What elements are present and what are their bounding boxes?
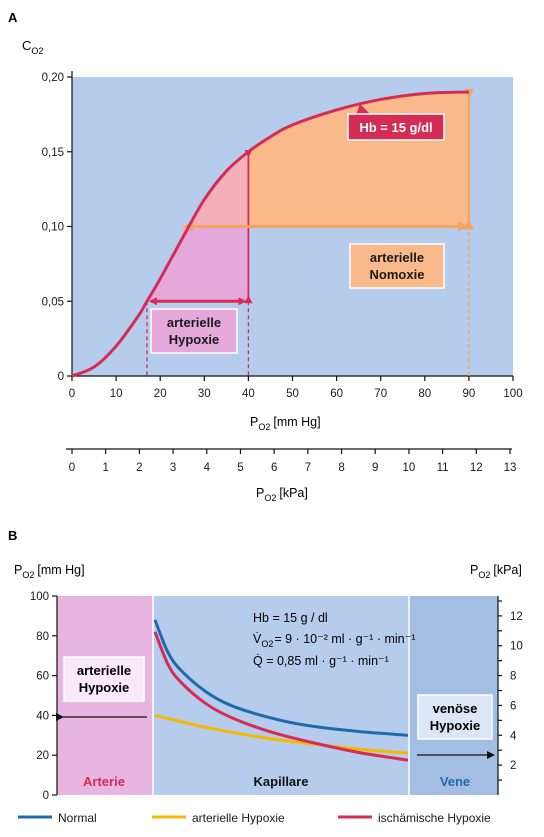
hb-label-pointer — [356, 104, 371, 115]
hypoxia-label: arterielle Hypoxie — [150, 308, 238, 354]
panel-b-right-tick-label: 2 — [510, 760, 516, 772]
kpa-axis: 0 1 2 3 4 5 6 7 8 9 10 11 12 13 — [66, 448, 517, 474]
panel-b-left-tick-label: 80 — [36, 631, 49, 643]
panel-a-y-tick-label: 0,20 — [42, 72, 64, 84]
panel-b-ylabel-right: PO2 [kPa] — [470, 563, 522, 580]
panel-b-left-tick-label: 40 — [36, 710, 49, 722]
kpa-axis-tick-label: 5 — [237, 462, 243, 474]
venous-hypoxia-line2: Hypoxie — [430, 718, 481, 733]
panel-b-right-tick-label: 4 — [510, 730, 517, 742]
panel-a-x-tick-label: 10 — [110, 388, 123, 400]
panel-b-right-tick-label: 6 — [510, 700, 516, 712]
panel-a-x-tick-label: 60 — [330, 388, 343, 400]
kpa-axis-tick-label: 8 — [338, 462, 344, 474]
panel-a-axes: 0 0,05 0,10 0,15 0,20 0 10 20 30 40 50 60 70 80 90 100 — [42, 71, 523, 400]
panel-b-label: B — [8, 528, 17, 543]
legend-label: arterielle Hypoxie — [192, 811, 285, 825]
series-line-1 — [153, 619, 409, 737]
legend-label: ischämische Hypoxie — [378, 811, 491, 825]
arterial-hypoxia-box-bg — [63, 656, 145, 702]
panel-a-x-tick-label: 20 — [154, 388, 167, 400]
panel-b-left-tick-label: 60 — [36, 671, 49, 683]
kpa-axis-tick-label: 1 — [102, 462, 108, 474]
venous-hypoxia-box: venöse Hypoxie — [417, 694, 495, 759]
panel-b-ylabel-left: PO2 [mm Hg] — [14, 563, 85, 580]
panel-b-legend: Normal arterielle Hypoxie ischämische Hypo… — [18, 811, 491, 825]
panel-b-curves — [153, 619, 409, 762]
oxygen-binding-curve — [71, 90, 469, 378]
kpa-axis-tick-label: 7 — [305, 462, 311, 474]
series-line-3 — [153, 631, 409, 762]
region-kapillare — [153, 596, 409, 795]
panel-b-left-tick-label: 100 — [30, 591, 49, 603]
nomoxia-label: arterielle Nomoxie — [349, 243, 445, 289]
venous-hypoxia-box-bg — [417, 694, 493, 740]
nomoxia-label-line2: Nomoxie — [370, 267, 425, 282]
region-label-vene: Vene — [440, 774, 470, 789]
panel-a-y-tick-label: 0,05 — [42, 296, 64, 308]
panel-a-annotations — [146, 88, 474, 376]
region-label-arterie: Arterie — [83, 774, 125, 789]
panel-a-x-tick-label: 80 — [418, 388, 431, 400]
formula-vo2: V̇O2= 9 · 10⁻² ml · g⁻¹ · min⁻¹ — [253, 632, 415, 649]
hb-label: Hb = 15 g/dl — [347, 104, 445, 141]
panel-a-x-tick-label: 90 — [463, 388, 476, 400]
panel-a-y-tick-label: 0,10 — [42, 222, 64, 234]
panel-b: B PO2 [mm Hg] PO2 [kPa] 0 20 40 60 80 100 2 4 6 8 10… — [8, 528, 523, 825]
arterial-hypoxia-box: arterielle Hypoxie — [56, 656, 147, 721]
kpa-axis-tick-label: 12 — [470, 462, 483, 474]
nomoxia-label-box — [349, 243, 445, 289]
legend-label: Normal — [58, 811, 97, 825]
arterial-hypoxia-line1: arterielle — [77, 663, 131, 678]
panel-a-ylabel: CO2 — [22, 38, 43, 56]
panel-b-right-tick-label: 10 — [510, 641, 523, 653]
panel-a-y-tick-label: 0 — [58, 371, 64, 383]
mixed-fill-area — [182, 151, 249, 239]
kpa-axis-tick-label: 3 — [170, 462, 176, 474]
panel-b-right-tick-label: 12 — [510, 611, 523, 623]
hb-label-box — [347, 113, 445, 141]
region-label-kapillare: Kapillare — [254, 774, 309, 789]
panel-a-x-tick-label: 30 — [198, 388, 211, 400]
formula-block: Hb = 15 g / dl V̇O2= 9 · 10⁻² ml · g⁻¹ ·… — [253, 611, 415, 668]
panel-a-x-tick-label: 50 — [286, 388, 299, 400]
hypoxia-label-box — [150, 308, 238, 354]
kpa-axis-tick-label: 2 — [136, 462, 142, 474]
hypoxia-label-line1: arterielle — [167, 315, 221, 330]
panel-a-x-tick-label: 40 — [242, 388, 255, 400]
kpa-axis-tick-label: 9 — [372, 462, 378, 474]
panel-a: A CO2 00,050,100,150,200 10 20 30 40 50 60 70 80… — [8, 10, 523, 503]
panel-b-left-tick-label: 20 — [36, 750, 49, 762]
hypoxia-label-line2: Hypoxie — [169, 332, 220, 347]
panel-a-x-tick-label: 0 — [69, 388, 75, 400]
nomoxia-label-line1: arterielle — [370, 250, 424, 265]
panel-a-label: A — [8, 10, 18, 25]
kpa-axis-tick-label: 6 — [271, 462, 277, 474]
panel-a-x-tick-label: 100 — [503, 388, 522, 400]
panel-a-xlabel-kpa: PO2 [kPa] — [256, 486, 308, 503]
kpa-axis-tick-label: 10 — [403, 462, 416, 474]
kpa-axis-tick-label: 11 — [437, 462, 449, 474]
hb-label-text: Hb = 15 g/dl — [359, 120, 432, 135]
formula-q: Q̇ = 0,85 ml · g⁻¹ · min⁻¹ — [253, 654, 389, 668]
arterial-hypoxia-line2: Hypoxie — [79, 680, 130, 695]
formula-hb: Hb = 15 g / dl — [253, 611, 328, 625]
panel-b-left-tick-label: 0 — [43, 790, 49, 802]
kpa-axis-tick-label: 13 — [504, 462, 517, 474]
series-line-2 — [154, 713, 409, 755]
panel-a-xlabel-mmhg: PO2 [mm Hg] — [250, 415, 321, 432]
kpa-axis-tick-label: 4 — [204, 462, 211, 474]
panel-b-right-tick-label: 8 — [510, 671, 516, 683]
panel-a-y-tick-label: 0,15 — [42, 147, 64, 159]
venous-hypoxia-line1: venöse — [433, 701, 478, 716]
panel-b-axes: 0 20 40 60 80 100 2 4 6 8 10 12 — [30, 591, 523, 802]
panel-a-x-tick-label: 70 — [374, 388, 387, 400]
kpa-axis-tick-label: 0 — [69, 462, 75, 474]
